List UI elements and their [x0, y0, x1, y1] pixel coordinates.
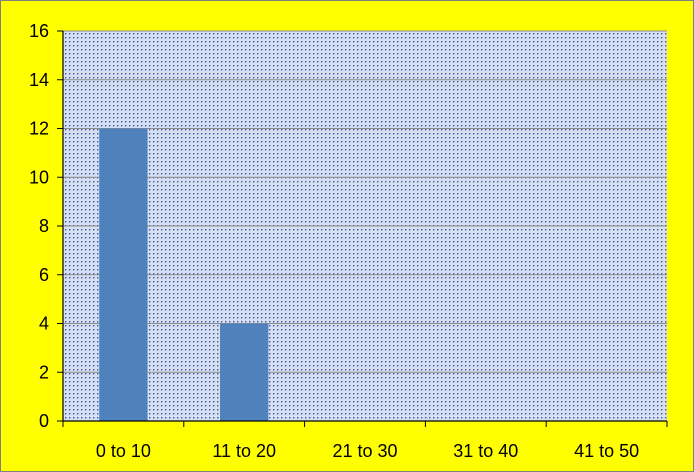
x-category-label: 31 to 40 [453, 441, 518, 461]
bars [99, 128, 269, 421]
bar [99, 128, 148, 421]
x-category-label: 11 to 20 [212, 441, 276, 461]
y-tick-label: 8 [39, 216, 49, 236]
x-category-label: 21 to 30 [332, 441, 397, 461]
y-tick-label: 0 [39, 411, 49, 431]
bar [220, 323, 269, 421]
y-tick-label: 6 [39, 265, 49, 285]
x-category-label: 0 to 10 [96, 441, 151, 461]
y-tick-label: 2 [39, 362, 49, 382]
y-tick-label: 10 [29, 167, 49, 187]
y-tick-label: 12 [29, 119, 49, 139]
axes [57, 30, 668, 427]
y-tick-label: 4 [39, 314, 49, 334]
y-tick-label: 14 [29, 70, 49, 90]
labels: 0 2 4 6 8 10 12 14 16 0 to 10 11 to 20 21 to 30 31 t… [29, 21, 639, 461]
y-tick-label: 16 [29, 21, 49, 41]
x-category-label: 41 to 50 [574, 441, 639, 461]
gridlines [63, 30, 667, 373]
